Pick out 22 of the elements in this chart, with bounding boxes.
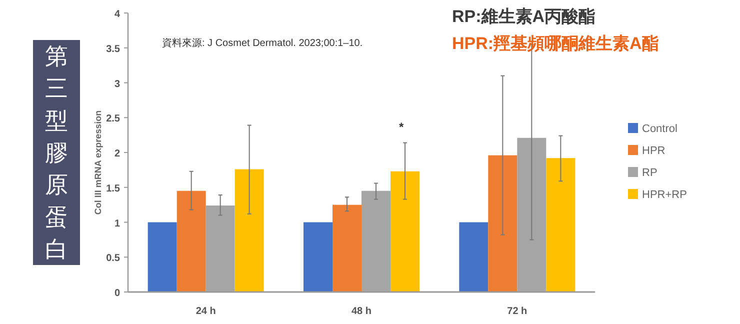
y-tick-label: 3.5 — [106, 44, 120, 55]
legend-label: HPR — [642, 145, 666, 157]
x-tick-label: 72 h — [507, 306, 528, 317]
y-axis-title: Col III mRNA expression — [93, 110, 103, 215]
x-tick-label: 48 h — [351, 306, 372, 317]
y-tick-label: 0.5 — [106, 253, 120, 264]
y-tick-label: 2 — [114, 148, 120, 160]
legend-label: RP — [642, 167, 658, 179]
annotation: 資料來源: J Cosmet Dermatol. 2023;00:1–10. — [162, 37, 363, 49]
y-tick-label: 2.5 — [106, 114, 120, 125]
y-tick-label: 4 — [114, 9, 120, 20]
y-tick-label: 0 — [114, 288, 120, 299]
legend-label: HPR+RP — [642, 189, 687, 201]
y-tick-label: 1 — [114, 218, 120, 230]
annotation: HPR:羥基頻哪酮維生素A酯 — [452, 34, 659, 53]
y-tick-label: 1.5 — [106, 183, 120, 194]
annotation: RP:維生素A丙酸酯 — [452, 7, 596, 26]
x-tick-label: 24 h — [196, 306, 216, 317]
y-tick-label: 3 — [114, 78, 120, 90]
annotation: * — [399, 120, 404, 134]
legend-label: Control — [642, 123, 678, 135]
text: 第三型膠原蛋白 — [45, 43, 68, 262]
